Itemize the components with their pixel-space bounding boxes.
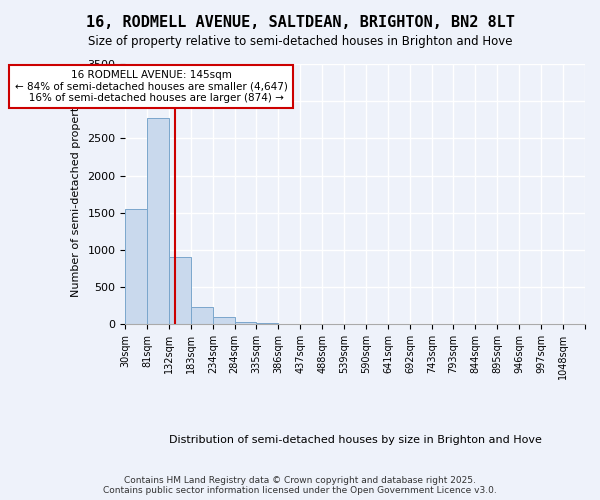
Bar xyxy=(191,306,212,324)
X-axis label: Distribution of semi-detached houses by size in Brighton and Hove: Distribution of semi-detached houses by … xyxy=(169,435,542,445)
Bar xyxy=(169,258,191,324)
Text: 16 RODMELL AVENUE: 145sqm
← 84% of semi-detached houses are smaller (4,647)
   1: 16 RODMELL AVENUE: 145sqm ← 84% of semi-… xyxy=(15,70,287,103)
Bar xyxy=(213,317,235,324)
Bar xyxy=(256,323,278,324)
Y-axis label: Number of semi-detached properties: Number of semi-detached properties xyxy=(71,91,80,297)
Text: Size of property relative to semi-detached houses in Brighton and Hove: Size of property relative to semi-detach… xyxy=(88,35,512,48)
Bar xyxy=(147,118,169,324)
Text: Contains HM Land Registry data © Crown copyright and database right 2025.
Contai: Contains HM Land Registry data © Crown c… xyxy=(103,476,497,495)
Text: 16, RODMELL AVENUE, SALTDEAN, BRIGHTON, BN2 8LT: 16, RODMELL AVENUE, SALTDEAN, BRIGHTON, … xyxy=(86,15,514,30)
Bar xyxy=(235,322,256,324)
Bar xyxy=(125,209,147,324)
